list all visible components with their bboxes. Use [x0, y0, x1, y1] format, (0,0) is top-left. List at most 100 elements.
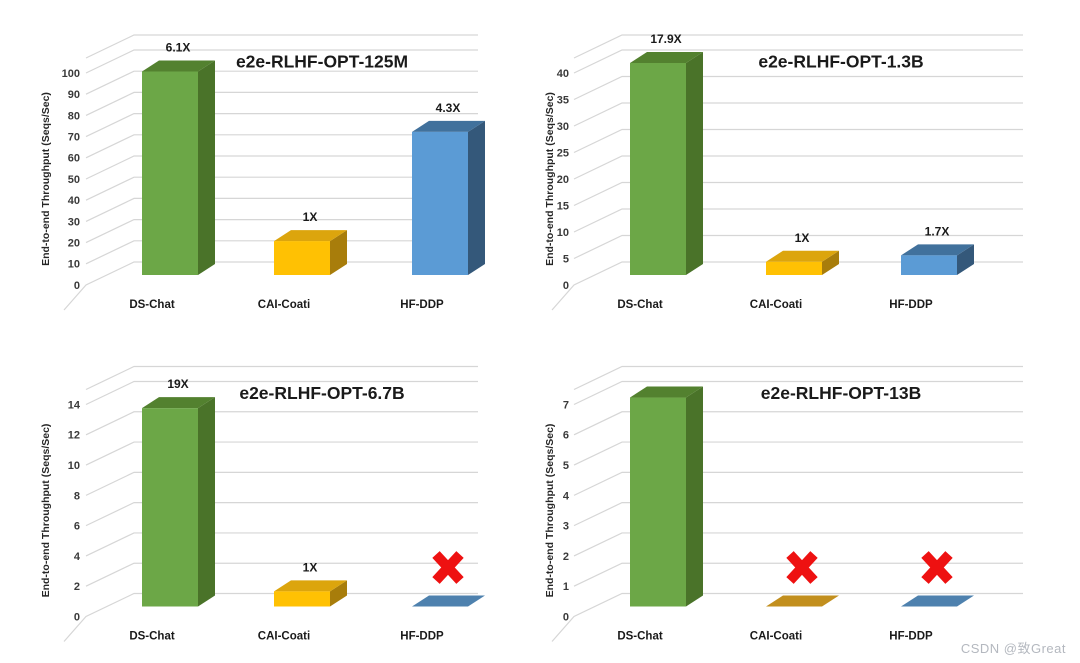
y-tick-label: 40	[68, 195, 80, 207]
y-axis-title: End-to-end Throughput (Seqs/Sec)	[544, 424, 556, 598]
bar-cai-coati	[766, 551, 839, 607]
gridline	[573, 502, 1023, 527]
category-label-ds-chat: DS-Chat	[129, 299, 175, 311]
y-tick-label: 50	[68, 174, 80, 186]
bar-top-face	[766, 250, 839, 262]
bar-front-face	[630, 63, 686, 275]
category-label-cai-coati: CAI-Coati	[750, 299, 802, 311]
y-tick-label: 10	[557, 227, 569, 239]
bar-top-face	[901, 244, 974, 256]
failed-x-icon	[432, 551, 464, 584]
bar-front-face	[766, 261, 822, 275]
chart-canvas-opt-13b: 0 1 2 3 4 5 6 7 End-to-end Throughput (Seqs/Sec)…	[544, 365, 1023, 643]
gridline	[573, 532, 1023, 557]
category-label-hf-ddp: HF-DDP	[889, 631, 933, 643]
y-tick-label: 0	[74, 611, 80, 623]
gridlines: 0 2 4 6 8 10 12 14	[63, 365, 478, 642]
bar-side-face	[822, 250, 839, 275]
gridline	[573, 441, 1023, 466]
gridline	[573, 75, 1023, 101]
bar-top-face	[412, 120, 485, 132]
y-tick-label: 30	[68, 216, 80, 228]
gridline	[551, 592, 1023, 642]
gridline	[85, 70, 478, 95]
y-tick-label: 0	[563, 611, 569, 623]
y-tick-label: 12	[68, 430, 80, 442]
gridline	[573, 49, 1023, 74]
chart-e2e-rlhf-opt-1-3b: 0 5 10 15 20 25 30 35 40 End-to-end Throughput (S…	[540, 0, 1080, 331]
category-label-cai-coati: CAI-Coati	[750, 631, 802, 643]
gridline	[573, 102, 1023, 127]
gridline	[85, 91, 478, 116]
y-tick-label: 6	[74, 521, 80, 533]
chart-title: e2e-RLHF-OPT-125M	[236, 52, 408, 72]
y-tick-label: 14	[68, 399, 81, 411]
gridline	[573, 471, 1023, 496]
y-tick-label: 0	[563, 280, 569, 292]
y-tick-label: 2	[563, 551, 569, 563]
bar-front-face	[274, 241, 330, 275]
wall-top-line	[85, 365, 478, 391]
gridlines: 0 1 2 3 4 5 6 7	[551, 365, 1023, 642]
category-label-ds-chat: DS-Chat	[129, 631, 175, 643]
bar-ds-chat: 6.1X	[142, 40, 215, 276]
bar-side-face	[957, 244, 974, 275]
bar-ds-chat	[630, 386, 703, 607]
bar-hf-ddp	[412, 551, 485, 607]
gridline	[85, 441, 478, 466]
bar-side-face	[198, 60, 215, 276]
y-axis-title: End-to-end Throughput (Seqs/Sec)	[40, 92, 52, 266]
y-tick-label: 60	[68, 153, 80, 165]
wall-top-line	[573, 365, 1023, 391]
bar-front-face	[901, 255, 957, 275]
y-tick-label: 100	[62, 68, 80, 80]
bar-cai-coati: 1X	[766, 231, 839, 275]
gridline	[573, 234, 1023, 260]
wall-top-line	[85, 34, 478, 59]
bar-ds-chat: 19X	[142, 377, 215, 607]
category-label-hf-ddp: HF-DDP	[400, 631, 444, 643]
chart-title: e2e-RLHF-OPT-13B	[761, 383, 921, 403]
gridline	[85, 532, 478, 557]
y-tick-label: 40	[557, 68, 569, 80]
bar-value-label: 6.1X	[166, 40, 191, 54]
gridline	[85, 113, 478, 138]
y-axis-title: End-to-end Throughput (Seqs/Sec)	[40, 424, 52, 598]
gridline	[85, 134, 478, 159]
gridline	[573, 208, 1023, 233]
bar-side-face	[330, 230, 347, 275]
category-label-ds-chat: DS-Chat	[617, 299, 663, 311]
y-tick-label: 10	[68, 259, 80, 271]
y-tick-label: 15	[557, 200, 569, 212]
bar-hf-ddp: 4.3X	[412, 101, 485, 276]
gridline	[85, 49, 478, 74]
bar-ds-chat: 17.9X	[630, 32, 703, 275]
y-tick-label: 2	[74, 581, 80, 593]
bar-value-label: 1.7X	[925, 224, 950, 238]
gridline	[573, 155, 1023, 180]
bar-top-face	[142, 60, 215, 72]
y-tick-label: 1	[563, 581, 569, 593]
bar-cai-coati: 1X	[274, 210, 347, 275]
y-tick-label: 10	[68, 460, 80, 472]
bar-value-label: 1X	[303, 560, 318, 574]
bar-front-face	[142, 71, 198, 275]
bar-cai-coati: 1X	[274, 560, 347, 607]
y-tick-label: 5	[563, 460, 569, 472]
gridlines: 0 10 20 30 40 50 60 70 80 90 100	[62, 34, 478, 311]
chart-e2e-rlhf-opt-125m: 0 10 20 30 40 50 60 70 80 90 100 End-to-end Through…	[0, 0, 540, 331]
y-tick-label: 30	[557, 121, 569, 133]
y-tick-label: 90	[68, 89, 80, 101]
category-label-ds-chat: DS-Chat	[617, 631, 663, 643]
failed-x-icon	[921, 551, 953, 584]
y-tick-label: 7	[563, 399, 569, 411]
bar-value-label: 19X	[167, 377, 188, 391]
gridline	[85, 380, 478, 406]
chart-canvas-opt-6-7b: 0 2 4 6 8 10 12 14 End-to-end Throughput (Seqs/S…	[40, 365, 485, 643]
y-tick-label: 25	[557, 147, 569, 159]
y-tick-label: 6	[563, 430, 569, 442]
y-tick-label: 20	[68, 238, 80, 250]
gridline	[573, 380, 1023, 406]
